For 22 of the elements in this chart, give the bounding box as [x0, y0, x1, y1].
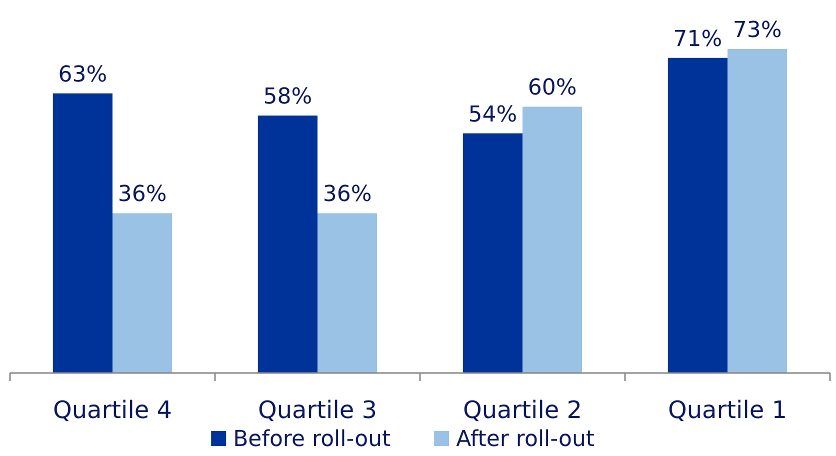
bar — [462, 133, 522, 373]
data-label: 63% — [58, 62, 108, 88]
x-tick-label: Quartile 4 — [52, 396, 172, 424]
x-tick-label: Quartile 3 — [258, 396, 378, 424]
bar — [522, 106, 582, 373]
legend-label: Before roll-out — [233, 427, 392, 452]
bar — [258, 116, 318, 373]
bar — [52, 93, 112, 373]
data-label: 36% — [118, 182, 167, 208]
x-tick-label: Quartile 1 — [668, 396, 788, 424]
data-label: 71% — [673, 26, 722, 52]
data-label: 36% — [322, 182, 372, 208]
data-label: 73% — [732, 18, 782, 43]
data-label: 54% — [468, 102, 518, 128]
bar — [728, 49, 788, 373]
bar — [668, 58, 728, 373]
data-label: 58% — [263, 84, 312, 110]
x-tick-label: Quartile 2 — [462, 396, 582, 424]
legend-label: After roll-out — [456, 427, 595, 452]
data-label: 60% — [528, 76, 577, 101]
bar — [112, 213, 172, 373]
bar — [318, 213, 378, 373]
